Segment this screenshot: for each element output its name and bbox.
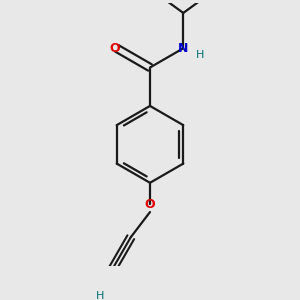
Text: N: N [178,42,188,55]
Text: O: O [110,42,120,55]
Text: H: H [196,50,205,60]
Text: H: H [96,291,104,300]
Text: O: O [145,198,155,212]
